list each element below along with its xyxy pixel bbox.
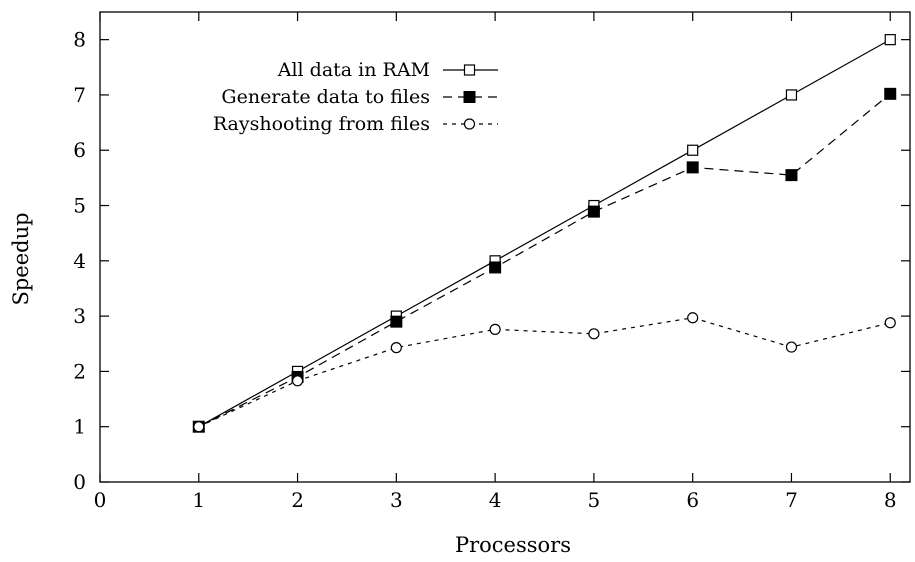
legend-item-all-data-in-ram: All data in RAM [277, 59, 498, 81]
y-tick-label: 3 [73, 304, 86, 328]
data-point-generate-data-to-files [686, 161, 699, 174]
legend-label: Generate data to files [221, 86, 430, 108]
data-point-rayshooting-from-files [687, 312, 699, 324]
data-point-all-data-in-ram [884, 34, 896, 46]
data-point-rayshooting-from-files [884, 317, 896, 329]
series-line-all-data-in-ram [198, 39, 891, 428]
data-point-generate-data-to-files [884, 87, 897, 100]
series-line-rayshooting-from-files [198, 317, 891, 428]
data-point-all-data-in-ram [687, 144, 699, 156]
data-point-rayshooting-from-files [785, 341, 798, 353]
y-tick-label: 7 [73, 83, 86, 107]
x-tick-label: 1 [192, 488, 205, 512]
data-point-generate-data-to-files [785, 169, 798, 182]
x-tick-label: 3 [390, 488, 403, 512]
y-axis-ticks: 0 1 2 3 4 5 6 7 8 [73, 28, 910, 494]
x-tick-label: 5 [588, 488, 601, 512]
x-axis-ticks: 0 1 2 3 4 5 6 7 8 [94, 12, 897, 512]
legend-marker [463, 118, 476, 130]
x-tick-label: 8 [884, 488, 897, 512]
data-point-rayshooting-from-files [588, 328, 600, 340]
y-tick-label: 8 [73, 28, 86, 52]
y-tick-label: 0 [73, 470, 86, 494]
data-point-rayshooting-from-files [390, 342, 402, 354]
y-tick-label: 6 [73, 138, 86, 162]
legend-item-rayshooting-from-files: Rayshooting from files [213, 113, 498, 135]
plot-border [99, 11, 911, 483]
x-tick-label: 0 [94, 488, 107, 512]
series-line-generate-data-to-files [198, 93, 891, 428]
x-tick-label: 2 [291, 488, 304, 512]
x-axis-label: Processors [455, 533, 571, 557]
legend-label: All data in RAM [277, 59, 430, 81]
legend-item-generate-data-to-files: Generate data to files [221, 86, 498, 108]
y-tick-label: 2 [73, 359, 86, 383]
legend-label: Rayshooting from files [213, 113, 430, 135]
legend: All data in RAM Generate data to files Ray… [213, 59, 498, 135]
x-tick-label: 6 [686, 488, 699, 512]
y-axis-label: Speedup [9, 212, 33, 305]
data-point-generate-data-to-files [390, 315, 403, 328]
data-point-all-data-in-ram [785, 89, 798, 101]
y-tick-label: 4 [73, 249, 86, 273]
plot-frame [99, 11, 911, 483]
legend-marker [463, 91, 476, 103]
x-tick-label: 4 [489, 488, 502, 512]
y-tick-label: 5 [73, 194, 86, 218]
series-layer [192, 34, 897, 433]
x-tick-label: 7 [785, 488, 798, 512]
data-point-rayshooting-from-files [193, 421, 205, 433]
data-point-generate-data-to-files [587, 205, 600, 218]
data-point-rayshooting-from-files [291, 375, 304, 387]
data-point-rayshooting-from-files [489, 323, 501, 335]
y-tick-label: 1 [73, 415, 86, 439]
data-point-generate-data-to-files [489, 261, 502, 274]
series-rayshooting-from-files [193, 312, 896, 433]
legend-marker [463, 64, 476, 76]
